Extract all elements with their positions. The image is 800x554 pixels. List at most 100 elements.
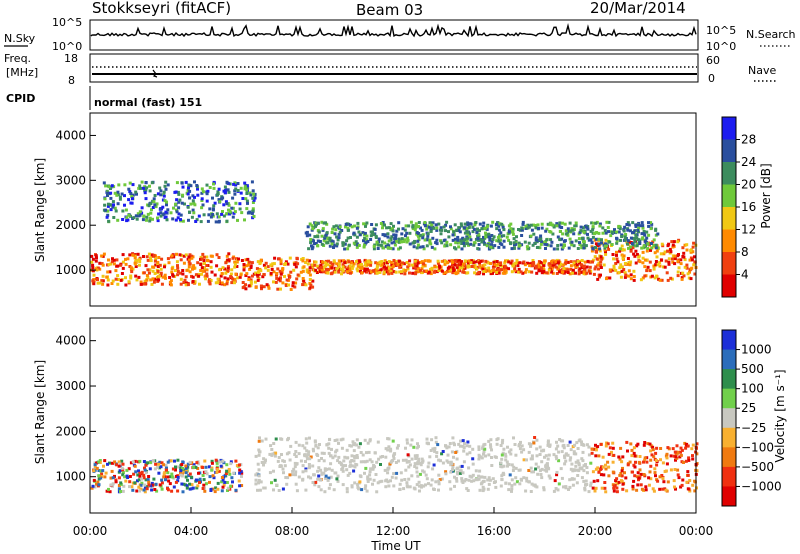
velocity-cell (530, 482, 534, 486)
power-cell (507, 238, 511, 242)
velocity-cell (349, 444, 353, 448)
velocity-cell (444, 472, 448, 476)
power-cell (421, 245, 425, 249)
velocity-cell (297, 452, 301, 456)
power-cell (355, 245, 359, 249)
power-cell (164, 187, 168, 191)
cpid-label: CPID (6, 92, 35, 105)
power-cell (111, 200, 115, 204)
velocity-cell (695, 442, 699, 446)
power-cell (230, 268, 234, 272)
power-cell (144, 197, 148, 201)
power-cell (182, 261, 186, 265)
velocity-cell (576, 459, 580, 463)
power-cell (620, 265, 624, 269)
velocity-cell (691, 443, 695, 447)
power-cell (216, 193, 219, 197)
velocity-cell (445, 446, 449, 450)
power-cell (608, 268, 612, 272)
power-cell (375, 240, 379, 244)
velocity-cell (378, 480, 382, 484)
power-cell (634, 249, 638, 253)
velocity-cell (143, 486, 147, 490)
power-cell (641, 250, 645, 254)
power-cell (676, 270, 680, 274)
velocity-cell (131, 460, 135, 464)
velocity-cell (684, 446, 688, 450)
power-cell (635, 253, 639, 256)
velocity-cell (638, 455, 642, 458)
velocity-cell (464, 478, 468, 481)
velocity-cell (180, 482, 184, 486)
velocity-cell (387, 445, 391, 449)
power-cell (137, 258, 141, 262)
velocity-cell (621, 466, 624, 470)
power-cell (561, 221, 564, 225)
velocity-cell (634, 460, 637, 464)
velocity-cell (594, 454, 598, 458)
power-cell (653, 276, 657, 280)
power-cell (569, 267, 573, 271)
power-cell (321, 228, 325, 232)
velocity-cell (461, 444, 465, 448)
power-cell (128, 181, 132, 185)
velocity-cell (572, 450, 576, 454)
power-cell (339, 267, 343, 271)
velocity-cell (502, 464, 506, 468)
velocity-cell (525, 458, 528, 462)
power-cell (250, 211, 254, 215)
velocity-cell (100, 472, 104, 476)
velocity-cell (343, 455, 347, 459)
power-cell (493, 263, 497, 267)
power-cell (182, 254, 186, 258)
velocity-cell (659, 458, 662, 462)
power-cell (215, 212, 219, 216)
power-cell (581, 236, 584, 240)
power-cell (413, 228, 417, 232)
power-cell (94, 267, 98, 271)
velocity-cell (440, 477, 444, 481)
power-cell (409, 220, 413, 224)
velocity-cell (387, 484, 391, 488)
power-cell (347, 260, 351, 264)
velocity-cell (675, 444, 679, 448)
power-cell (620, 235, 624, 238)
velocity-cell (346, 456, 350, 460)
velocity-cell (562, 446, 566, 450)
velocity-cell (536, 465, 540, 469)
power-cell (259, 284, 263, 288)
velocity-cell (548, 444, 552, 448)
velocity-cell (585, 443, 589, 447)
power-cell (245, 192, 249, 195)
power-cell (275, 273, 278, 277)
power-cell (437, 222, 441, 226)
power-cell (248, 267, 252, 271)
power-cell (688, 258, 692, 262)
power-cell (561, 232, 565, 236)
power-cell (151, 269, 155, 273)
power-cell (123, 183, 127, 187)
power-cell (591, 228, 595, 232)
power-cell (543, 261, 546, 265)
power-cell (225, 181, 229, 185)
power-cell (484, 233, 488, 237)
power-cell (449, 225, 452, 229)
velocity-cell (605, 441, 608, 445)
power-cell (161, 198, 165, 202)
power-cell (492, 235, 496, 239)
velocity-cell (221, 478, 225, 482)
power-cell (544, 240, 548, 244)
power-cell (293, 285, 297, 289)
power-cell (596, 244, 599, 248)
power-cell (411, 225, 415, 229)
power-cell (602, 263, 606, 267)
power-cell (671, 243, 675, 247)
power-cell (493, 244, 497, 248)
velocity-cell (435, 451, 439, 455)
velocity-cell (145, 487, 149, 491)
power-cell (574, 239, 578, 243)
power-cell (462, 244, 466, 248)
colorbar-swatch (722, 427, 736, 448)
power-cell (465, 239, 469, 243)
power-cell (249, 282, 253, 286)
